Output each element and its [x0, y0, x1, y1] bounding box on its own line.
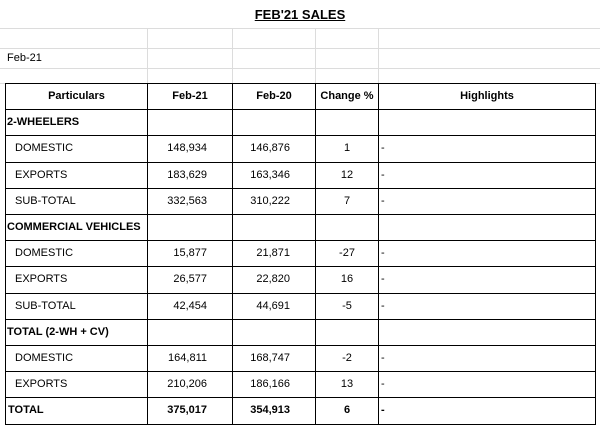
gridline: [0, 68, 600, 69]
table-cell: DOMESTIC: [15, 247, 74, 260]
row-border: [5, 345, 595, 346]
header-cell: Feb-20: [256, 90, 292, 103]
table-cell: 164,811: [168, 352, 207, 365]
table-cell: 168,747: [250, 352, 290, 365]
section-label: 2-WHEELERS: [7, 116, 80, 129]
table-cell: 1: [343, 142, 351, 155]
col-border: [595, 83, 596, 424]
table-cell: 186,166: [250, 378, 290, 391]
row-border: [5, 109, 595, 111]
table-cell: 12: [340, 168, 354, 181]
header-cell: Particulars: [48, 90, 105, 103]
table-cell: -27: [339, 247, 355, 260]
table-cell: EXPORTS: [15, 378, 68, 391]
table-cell: 26,577: [173, 273, 207, 286]
gridline: [0, 48, 600, 49]
table-cell: -5: [342, 299, 352, 312]
gridline: [147, 28, 148, 83]
row-border: [5, 318, 595, 320]
row-border: [5, 292, 595, 294]
row-border: [5, 240, 595, 242]
table-cell: -: [381, 378, 385, 391]
table-cell: 146,876: [250, 142, 290, 155]
gridline: [315, 28, 316, 83]
table-cell: 183,629: [167, 168, 207, 181]
table-cell: -: [381, 142, 385, 155]
row-border: [5, 135, 595, 137]
table-cell: 148,934: [167, 142, 207, 155]
row-border: [5, 266, 595, 268]
table-cell: TOTAL: [8, 404, 44, 417]
table-cell: EXPORTS: [15, 273, 68, 286]
table-cell: -: [381, 247, 385, 260]
section-label: COMMERCIAL VEHICLES: [7, 221, 141, 234]
table-cell: SUB-TOTAL: [15, 299, 76, 312]
row-border: [5, 161, 595, 163]
header-cell: Feb-21: [172, 90, 208, 103]
section-label: TOTAL (2-WH + CV): [7, 325, 109, 338]
col-border: [315, 83, 316, 424]
table-cell: DOMESTIC: [15, 352, 74, 365]
table-cell: 16: [340, 273, 354, 286]
gridline: [0, 28, 600, 29]
table-cell: -: [381, 194, 385, 207]
table-cell: 13: [340, 378, 354, 391]
gridline: [378, 28, 379, 83]
col-border: [232, 83, 233, 424]
table-cell: 15,877: [173, 247, 207, 260]
col-border: [147, 83, 148, 424]
row-border: [5, 371, 595, 373]
table-cell: 42,454: [173, 299, 207, 312]
col-border: [378, 83, 379, 424]
table-cell: 22,820: [256, 273, 290, 286]
table-cell: 6: [343, 404, 351, 417]
table-cell: -: [381, 273, 385, 286]
table-cell: EXPORTS: [15, 168, 68, 181]
table-cell: -: [381, 404, 385, 417]
table-cell: -: [381, 168, 385, 181]
date-label: Feb-21: [7, 52, 42, 64]
table-cell: 332,563: [167, 194, 207, 207]
table-cell: -: [381, 352, 385, 365]
table-cell: SUB-TOTAL: [15, 194, 76, 207]
sheet-title: FEB'21 SALES: [254, 6, 346, 22]
gridline: [232, 28, 233, 83]
row-border: [5, 214, 595, 215]
table-cell: -2: [342, 352, 352, 365]
col-border: [5, 83, 6, 424]
table-cell: 210,206: [167, 378, 207, 391]
table-cell: -: [381, 299, 385, 312]
table-cell: DOMESTIC: [15, 142, 74, 155]
table-cell: 7: [343, 194, 351, 207]
table-cell: 354,913: [250, 404, 290, 417]
table-cell: 21,871: [256, 247, 290, 260]
table-cell: 375,017: [167, 404, 207, 417]
row-border: [5, 187, 595, 189]
header-cell: Highlights: [460, 90, 514, 103]
row-border: [5, 83, 595, 84]
table-cell: 163,346: [250, 168, 290, 181]
row-border: [5, 397, 595, 399]
table-cell: 44,691: [256, 299, 290, 312]
header-cell: Change %: [320, 90, 374, 103]
row-border: [5, 423, 596, 425]
table-cell: 310,222: [250, 194, 290, 207]
